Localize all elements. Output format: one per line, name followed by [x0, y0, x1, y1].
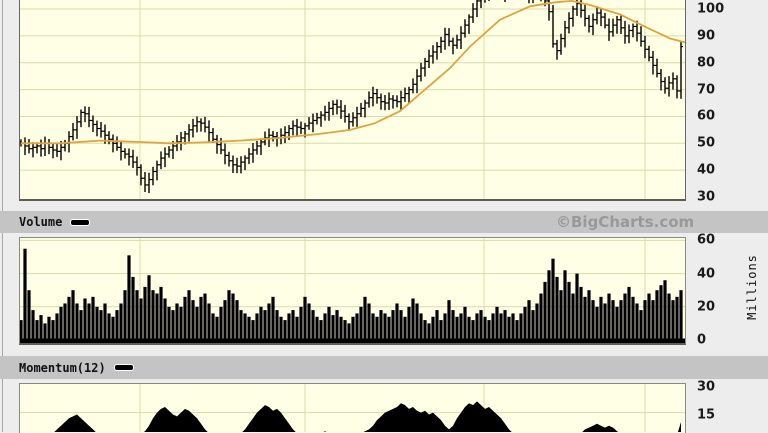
momentum-header-bar: Momentum(12) [0, 356, 768, 379]
bigcharts-watermark: ©BigCharts.com [556, 213, 695, 231]
volume-chart [20, 238, 685, 343]
volume-header-bar: Volume ©BigCharts.com [0, 211, 768, 233]
tick-label: 15 [697, 407, 716, 423]
tick-label: 70 [697, 82, 716, 98]
tick-label: 30 [697, 189, 716, 205]
tick-label: 60 [697, 232, 716, 248]
momentum-label: Momentum(12) [19, 360, 106, 375]
tick-label: 80 [697, 55, 716, 71]
tick-label: 50 [697, 135, 716, 151]
momentum-chart [20, 384, 685, 432]
tick-label: 60 [697, 108, 716, 124]
volume-axis-unit-label: Millions [745, 254, 759, 320]
momentum-legend-dash-icon [114, 365, 133, 370]
tick-label: 30 [697, 379, 716, 395]
price-chart [20, 0, 685, 199]
momentum-panel [19, 383, 686, 433]
tick-label: 0 [697, 332, 707, 348]
tick-label: 40 [697, 266, 716, 282]
tick-label: 100 [697, 1, 725, 17]
price-panel [19, 0, 686, 201]
tick-label: 20 [697, 299, 716, 315]
volume-panel [19, 237, 686, 345]
volume-label: Volume [19, 215, 63, 229]
volume-legend-dash-icon [71, 219, 90, 225]
tick-label: 40 [697, 162, 716, 178]
tick-label: 90 [697, 28, 716, 44]
